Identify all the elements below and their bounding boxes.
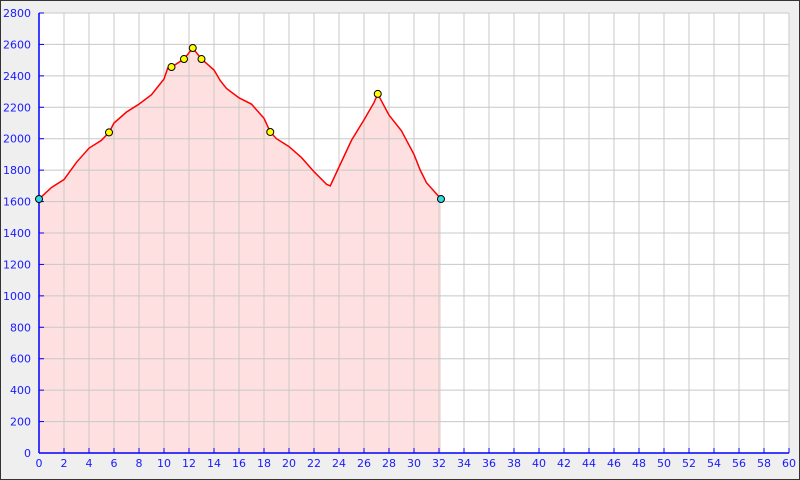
x-tick-label: 10 bbox=[157, 457, 171, 470]
waypoint-marker bbox=[105, 128, 113, 137]
y-tick-label: 2800 bbox=[3, 7, 31, 20]
y-tick-label: 400 bbox=[10, 384, 31, 397]
x-tick-label: 32 bbox=[432, 457, 446, 470]
y-tick-label: 2400 bbox=[3, 70, 31, 83]
x-tick-label: 14 bbox=[207, 457, 221, 470]
y-tick-label: 1600 bbox=[3, 196, 31, 209]
x-tick-label: 30 bbox=[407, 457, 421, 470]
x-tick-label: 2 bbox=[61, 457, 68, 470]
x-tick-label: 52 bbox=[682, 457, 696, 470]
x-tick-label: 54 bbox=[707, 457, 721, 470]
y-tick-label: 1800 bbox=[3, 164, 31, 177]
x-tick-label: 8 bbox=[136, 457, 143, 470]
x-tick-label: 20 bbox=[282, 457, 296, 470]
y-tick-label: 1200 bbox=[3, 258, 31, 271]
x-tick-label: 18 bbox=[257, 457, 271, 470]
y-tick-label: 600 bbox=[10, 353, 31, 366]
x-tick-label: 0 bbox=[36, 457, 43, 470]
y-tick-label: 0 bbox=[24, 447, 31, 460]
elevation-line bbox=[38, 46, 442, 200]
y-tick-label: 2000 bbox=[3, 133, 31, 146]
endpoint-marker bbox=[437, 195, 445, 204]
y-tick-label: 200 bbox=[10, 416, 31, 429]
x-tick-label: 24 bbox=[332, 457, 346, 470]
x-tick-label: 56 bbox=[732, 457, 746, 470]
x-tick-label: 4 bbox=[86, 457, 93, 470]
x-tick-label: 50 bbox=[657, 457, 671, 470]
y-tick-label: 2200 bbox=[3, 101, 31, 114]
x-tick-label: 26 bbox=[357, 457, 371, 470]
x-tick-label: 44 bbox=[582, 457, 596, 470]
waypoint-marker bbox=[197, 55, 206, 64]
x-tick-label: 60 bbox=[782, 457, 796, 470]
x-tick-label: 12 bbox=[182, 457, 196, 470]
x-tick-label: 16 bbox=[232, 457, 246, 470]
x-tick-label: 22 bbox=[307, 457, 321, 470]
endpoint-marker bbox=[35, 195, 43, 204]
waypoint-marker bbox=[266, 127, 275, 136]
x-tick-label: 6 bbox=[111, 457, 118, 470]
waypoint-marker bbox=[188, 44, 197, 53]
x-tick-label: 38 bbox=[507, 457, 521, 470]
x-tick-label: 36 bbox=[482, 457, 496, 470]
y-tick-label: 2600 bbox=[3, 38, 31, 51]
y-tick-label: 1000 bbox=[3, 290, 31, 303]
waypoint-marker bbox=[167, 63, 176, 72]
x-tick-label: 34 bbox=[457, 457, 471, 470]
x-tick-label: 42 bbox=[557, 457, 571, 470]
x-tick-label: 58 bbox=[757, 457, 771, 470]
x-tick-label: 46 bbox=[607, 457, 621, 470]
x-tick-label: 40 bbox=[532, 457, 546, 470]
x-tick-label: 28 bbox=[382, 457, 396, 470]
waypoint-marker bbox=[373, 89, 382, 98]
x-tick-label: 48 bbox=[632, 457, 646, 470]
y-tick-label: 1400 bbox=[3, 227, 31, 240]
waypoint-marker bbox=[180, 55, 188, 64]
y-tick-label: 800 bbox=[10, 321, 31, 334]
